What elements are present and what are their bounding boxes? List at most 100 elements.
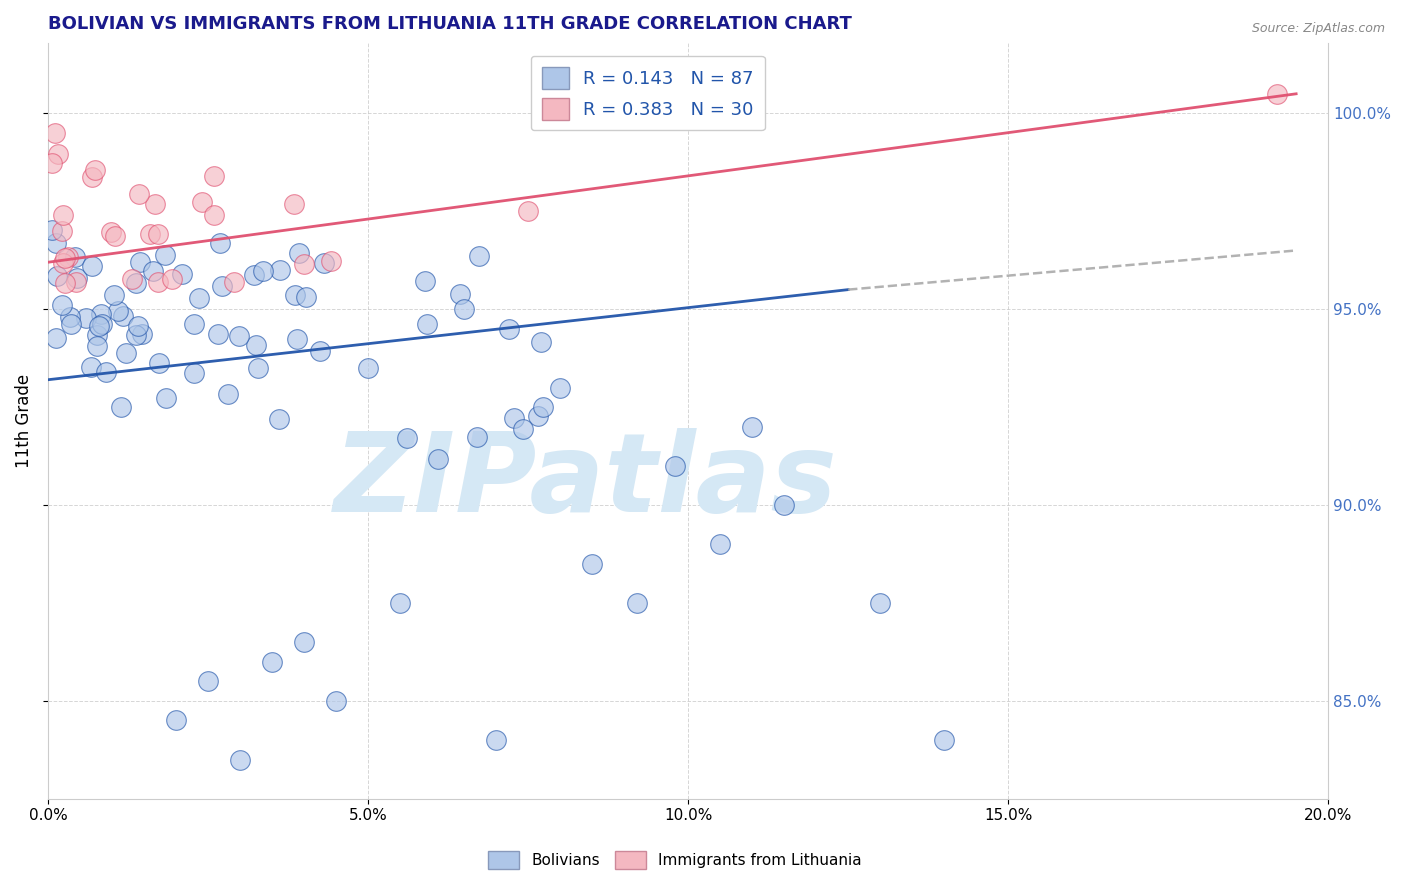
Point — [267, 411, 290, 425]
Point — [127, 319, 149, 334]
Point — [128, 187, 150, 202]
Point — [124, 276, 146, 290]
Point — [86, 328, 108, 343]
Point — [197, 674, 219, 689]
Point — [530, 334, 553, 349]
Point — [143, 197, 166, 211]
Point — [709, 537, 731, 551]
Point — [80, 359, 103, 374]
Point — [170, 268, 193, 282]
Point — [53, 252, 76, 266]
Text: BOLIVIAN VS IMMIGRANTS FROM LITHUANIA 11TH GRADE CORRELATION CHART: BOLIVIAN VS IMMIGRANTS FROM LITHUANIA 11… — [48, 15, 852, 33]
Point — [155, 248, 177, 262]
Point — [89, 318, 111, 333]
Point — [202, 209, 225, 223]
Point — [269, 263, 291, 277]
Point — [517, 204, 540, 219]
Point — [188, 291, 211, 305]
Point — [52, 209, 75, 223]
Point — [246, 360, 269, 375]
Point — [292, 635, 315, 649]
Point — [128, 255, 150, 269]
Point — [110, 400, 132, 414]
Point — [741, 419, 763, 434]
Point — [44, 126, 66, 140]
Point — [139, 227, 162, 242]
Point — [314, 256, 336, 270]
Point — [229, 753, 252, 767]
Legend: R = 0.143   N = 87, R = 0.383   N = 30: R = 0.143 N = 87, R = 0.383 N = 30 — [531, 55, 765, 130]
Point — [217, 387, 239, 401]
Point — [396, 431, 419, 445]
Point — [325, 694, 347, 708]
Point — [284, 287, 307, 301]
Point — [295, 290, 318, 304]
Point — [63, 250, 86, 264]
Point — [465, 430, 488, 444]
Point — [934, 733, 956, 747]
Point — [114, 346, 136, 360]
Point — [319, 254, 342, 268]
Point — [66, 271, 89, 285]
Legend: Bolivians, Immigrants from Lithuania: Bolivians, Immigrants from Lithuania — [482, 845, 868, 875]
Text: Source: ZipAtlas.com: Source: ZipAtlas.com — [1251, 22, 1385, 36]
Point — [211, 279, 233, 293]
Point — [426, 451, 449, 466]
Point — [626, 596, 648, 610]
Point — [252, 263, 274, 277]
Text: ZIPatlas: ZIPatlas — [335, 428, 838, 535]
Point — [527, 409, 550, 424]
Point — [664, 458, 686, 473]
Point — [103, 288, 125, 302]
Point — [51, 224, 73, 238]
Point — [531, 400, 554, 414]
Point — [107, 304, 129, 318]
Point — [131, 327, 153, 342]
Point — [309, 344, 332, 359]
Point — [155, 391, 177, 405]
Point — [84, 163, 107, 178]
Point — [59, 310, 82, 325]
Point — [146, 275, 169, 289]
Point — [82, 259, 104, 273]
Point — [60, 318, 83, 332]
Point — [96, 365, 118, 379]
Point — [242, 268, 264, 282]
Point — [86, 338, 108, 352]
Point — [90, 317, 112, 331]
Point — [191, 194, 214, 209]
Point — [100, 225, 122, 239]
Point — [283, 196, 305, 211]
Point — [389, 596, 412, 610]
Point — [52, 256, 75, 270]
Point — [245, 338, 267, 352]
Point — [357, 361, 380, 376]
Point — [449, 287, 471, 301]
Point — [53, 277, 76, 291]
Point — [121, 271, 143, 285]
Point — [41, 222, 63, 236]
Point — [222, 276, 245, 290]
Point — [485, 733, 508, 747]
Point — [773, 498, 796, 512]
Point — [112, 309, 135, 323]
Point — [56, 250, 79, 264]
Point — [165, 714, 187, 728]
Point — [512, 422, 534, 436]
Point — [207, 326, 229, 341]
Point — [90, 307, 112, 321]
Point — [292, 257, 315, 271]
Point — [228, 329, 250, 343]
Point — [51, 298, 73, 312]
Point — [468, 249, 491, 263]
Point — [208, 235, 231, 250]
Point — [146, 227, 169, 241]
Point — [45, 331, 67, 345]
Point — [498, 322, 520, 336]
Point — [80, 170, 103, 185]
Point — [548, 380, 571, 394]
Point — [48, 147, 70, 161]
Y-axis label: 11th Grade: 11th Grade — [15, 374, 32, 468]
Point — [285, 332, 308, 346]
Point — [142, 264, 165, 278]
